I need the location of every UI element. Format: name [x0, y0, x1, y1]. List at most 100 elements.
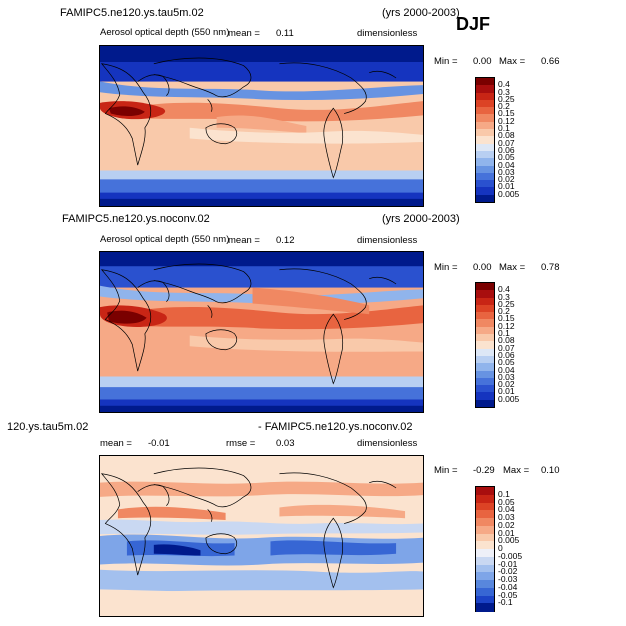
panel-1-years: (yrs 2000-2003)	[382, 7, 460, 19]
colorbar-cell	[476, 556, 494, 565]
panel-1-variable: Aerosol optical depth (550 nm)	[100, 27, 230, 38]
colorbar-level-label: 0.005	[498, 188, 520, 199]
colorbar-level-label: -0.03	[498, 574, 518, 584]
panel-2-max-value: 0.78	[541, 262, 560, 273]
panel-3-mean-value: -0.01	[148, 438, 170, 449]
colorbar-level-label: 0.005	[498, 535, 520, 546]
panel-2-variable: Aerosol optical depth (550 nm)	[100, 234, 230, 245]
colorbar-level-label: -0.005	[498, 550, 523, 561]
colorbar-level-label: 0.07	[498, 342, 515, 353]
panel-1-map	[99, 45, 424, 207]
colorbar-level-label: 0.04	[498, 159, 515, 170]
colorbar-cell	[476, 319, 494, 328]
colorbar-level-label: 0.06	[498, 349, 515, 360]
colorbar-cell	[476, 487, 494, 496]
colorbar-level-label: 0	[498, 543, 503, 553]
colorbar-cell	[476, 510, 494, 519]
colorbar-cell	[476, 165, 494, 174]
panel-3-map	[99, 455, 424, 617]
colorbar-cell	[476, 334, 494, 342]
colorbar-cell	[476, 99, 494, 108]
panel-3-rmse-value: 0.03	[276, 438, 295, 449]
colorbar-level-label: -0.1	[498, 597, 513, 608]
colorbar-cell	[476, 158, 494, 167]
colorbar-level-label: 0.07	[498, 137, 515, 148]
colorbar-level-label: 0.1	[498, 488, 510, 499]
season-label: DJF	[456, 14, 491, 34]
colorbar-cell	[476, 326, 494, 335]
panel-3-title-left: 120.ys.tau5m.02	[7, 421, 89, 433]
colorbar-cell	[476, 304, 494, 313]
panel-1-colorbar	[475, 77, 495, 203]
colorbar-cell	[476, 370, 494, 379]
colorbar-level-label: 0.4	[498, 284, 510, 295]
colorbar-level-label: 0.02	[498, 174, 515, 185]
colorbar-level-label: 0.04	[498, 504, 515, 515]
colorbar-cell	[476, 363, 494, 372]
colorbar-cell	[476, 549, 494, 558]
colorbar-cell	[476, 129, 494, 137]
panel-3-title-right: - FAMIPC5.ne120.ys.noconv.02	[258, 421, 413, 433]
colorbar-level-label: 0.01	[498, 181, 515, 192]
colorbar-level-label: 0.3	[498, 86, 510, 97]
colorbar-level-label: 0.3	[498, 291, 510, 302]
panel-2-mean-label: mean =	[228, 235, 260, 246]
colorbar-cell	[476, 603, 494, 612]
colorbar-cell	[476, 518, 494, 527]
colorbar-cell	[476, 172, 494, 181]
colorbar-level-label: 0.01	[498, 527, 515, 538]
colorbar-cell	[476, 541, 494, 550]
colorbar-level-label: 0.12	[498, 320, 515, 331]
panel-2-mean-value: 0.12	[276, 235, 295, 246]
panel-2-title: FAMIPC5.ne120.ys.noconv.02	[62, 213, 210, 225]
colorbar-cell	[476, 399, 494, 408]
colorbar-cell	[476, 392, 494, 401]
panel-1-units: dimensionless	[357, 28, 418, 39]
colorbar-cell	[476, 385, 494, 393]
panel-1-mean-value: 0.11	[276, 28, 294, 39]
colorbar-level-label: 0.25	[498, 93, 515, 104]
colorbar-level-label: 0.08	[498, 130, 515, 141]
panel-1-max-label: Max =	[499, 56, 526, 67]
colorbar-level-label: -0.01	[498, 558, 518, 569]
panel-1-title: FAMIPC5.ne120.ys.tau5m.02	[60, 7, 204, 19]
colorbar-cell	[476, 136, 494, 145]
panel-2-min-label: Min =	[434, 262, 458, 273]
colorbar-cell	[476, 494, 494, 503]
colorbar-cell	[476, 587, 494, 596]
colorbar-cell	[476, 143, 494, 152]
colorbar-cell	[476, 92, 494, 101]
colorbar-cell	[476, 150, 494, 159]
colorbar-cell	[476, 78, 494, 86]
colorbar-level-label: 0.2	[498, 101, 510, 112]
colorbar-cell	[476, 283, 494, 291]
colorbar-cell	[476, 580, 494, 589]
colorbar-cell	[476, 297, 494, 306]
colorbar-cell	[476, 348, 494, 357]
panel-3-min-label: Min =	[434, 465, 458, 476]
colorbar-cell	[476, 194, 494, 203]
colorbar-level-label: 0.08	[498, 335, 515, 346]
colorbar-level-label: 0.12	[498, 115, 515, 126]
colorbar-level-label: 0.03	[498, 512, 515, 522]
colorbar-level-label: 0.1	[498, 123, 510, 134]
colorbar-cell	[476, 121, 494, 130]
colorbar-cell	[476, 187, 494, 196]
colorbar-cell	[476, 502, 494, 511]
colorbar-cell	[476, 341, 494, 350]
colorbar-level-label: 0.4	[498, 79, 510, 90]
panel-3-rmse-label: rmse =	[226, 438, 256, 449]
panel-3-units: dimensionless	[357, 438, 418, 449]
colorbar-level-label: -0.02	[498, 566, 518, 577]
colorbar-cell	[476, 312, 494, 320]
colorbar-level-label: 0.05	[498, 496, 515, 507]
colorbar-cell	[476, 114, 494, 123]
colorbar-cell	[476, 85, 494, 94]
colorbar-level-label: 0.03	[498, 371, 515, 382]
colorbar-cell	[476, 180, 494, 188]
panel-1-max-value: 0.66	[541, 56, 560, 67]
colorbar-level-label: 0.15	[498, 313, 515, 324]
colorbar-level-label: 0.1	[498, 328, 510, 339]
colorbar-cell	[476, 572, 494, 581]
colorbar-level-label: 0.05	[498, 357, 515, 368]
